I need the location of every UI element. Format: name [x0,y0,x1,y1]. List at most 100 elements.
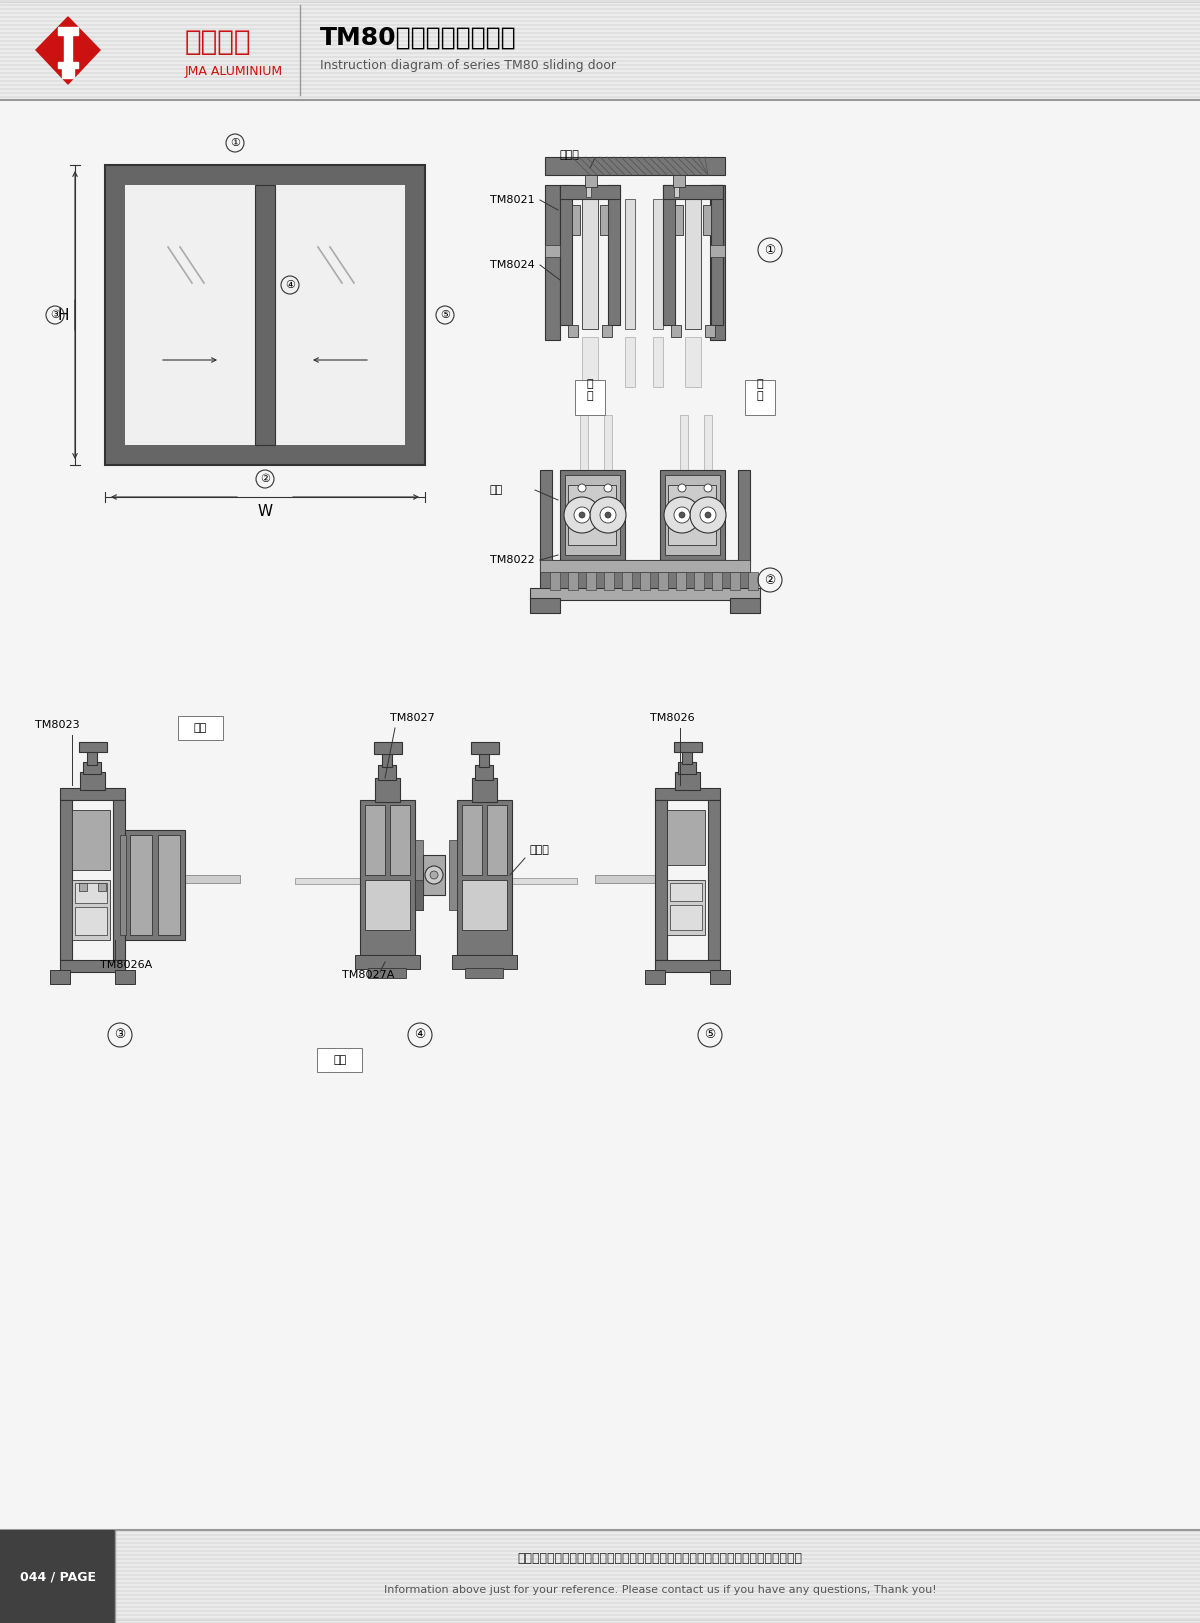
Bar [608,185,620,325]
Bar [0,28,1200,29]
Bar [0,8,1200,10]
Bar [0,1566,1200,1568]
Bar [424,855,445,894]
Text: ⑤: ⑤ [440,310,450,320]
Bar [0,1591,1200,1592]
Circle shape [664,497,700,532]
Bar [560,185,620,200]
Bar [88,750,97,764]
Bar [653,200,662,329]
Bar [540,471,552,562]
Text: TM8024: TM8024 [490,260,535,269]
Bar [98,883,106,891]
Bar [80,773,106,790]
Bar [655,800,667,959]
Bar [674,773,700,790]
Bar [625,338,635,386]
Bar [0,1542,1200,1543]
Bar [0,1553,1200,1556]
Bar [660,471,725,560]
Bar [586,571,596,591]
Bar [178,716,223,740]
Bar [368,967,406,979]
Bar [470,742,499,755]
Bar [0,88,1200,89]
Bar [710,185,725,339]
Bar [0,0,1200,101]
Bar [712,571,722,591]
Bar [582,200,598,329]
Bar [106,166,425,466]
Bar [0,1599,1200,1600]
Bar [0,1547,1200,1548]
Bar [653,338,662,386]
Bar [668,485,716,545]
Bar [50,971,70,984]
Bar [568,325,578,338]
Text: ③: ③ [114,1029,126,1042]
Bar [0,80,1200,83]
Bar [374,777,400,802]
Bar [60,800,72,959]
Bar [378,764,396,781]
Bar [58,28,78,36]
Bar [457,800,512,954]
Bar [0,76,1200,78]
Text: 图中所示型材截面、装配、编号、尺寸及重量仅供参考。如有疑问，请向本公司查询。: 图中所示型材截面、装配、编号、尺寸及重量仅供参考。如有疑问，请向本公司查询。 [517,1552,803,1565]
Bar [0,1610,1200,1612]
Bar [0,63,1200,67]
Bar [0,1574,1200,1576]
Bar [694,571,704,591]
Circle shape [425,867,443,885]
Circle shape [706,511,710,518]
Bar [730,597,760,613]
Bar [682,750,692,764]
Text: ②: ② [764,573,775,586]
Text: TM8026: TM8026 [650,712,695,722]
Bar [462,805,482,875]
Bar [256,185,275,445]
Bar [685,338,701,386]
Circle shape [590,497,626,532]
Circle shape [690,497,726,532]
Bar [0,1618,1200,1620]
Bar [674,742,702,751]
Bar [275,185,406,445]
Bar [530,597,560,613]
Bar [602,325,612,338]
Bar [640,571,650,591]
Bar [0,36,1200,37]
Bar [60,959,125,972]
Bar [295,878,360,885]
Bar [449,841,457,911]
Bar [360,800,415,954]
Text: TM80系列推拉门结构图: TM80系列推拉门结构图 [320,26,517,50]
Bar [604,571,614,591]
Bar [0,1534,1200,1535]
Bar [0,52,1200,54]
Bar [738,471,750,562]
Text: TM8026A: TM8026A [100,959,152,971]
Bar [185,875,240,883]
Bar [674,187,679,196]
Bar [475,764,493,781]
Bar [512,878,577,885]
Bar [0,1569,1200,1573]
Text: ③: ③ [50,310,60,320]
Bar [680,415,688,471]
Bar [658,571,668,591]
Bar [0,3,1200,6]
Bar [0,41,1200,42]
Bar [466,967,503,979]
Bar [113,800,125,959]
Bar [540,560,750,591]
Bar [568,571,578,591]
Bar [595,875,660,883]
Text: 室
外: 室 外 [757,380,763,401]
Bar [646,971,665,984]
Bar [708,800,720,959]
Bar [550,571,560,591]
Text: H: H [58,307,68,323]
Bar [0,19,1200,23]
Bar [676,571,686,591]
